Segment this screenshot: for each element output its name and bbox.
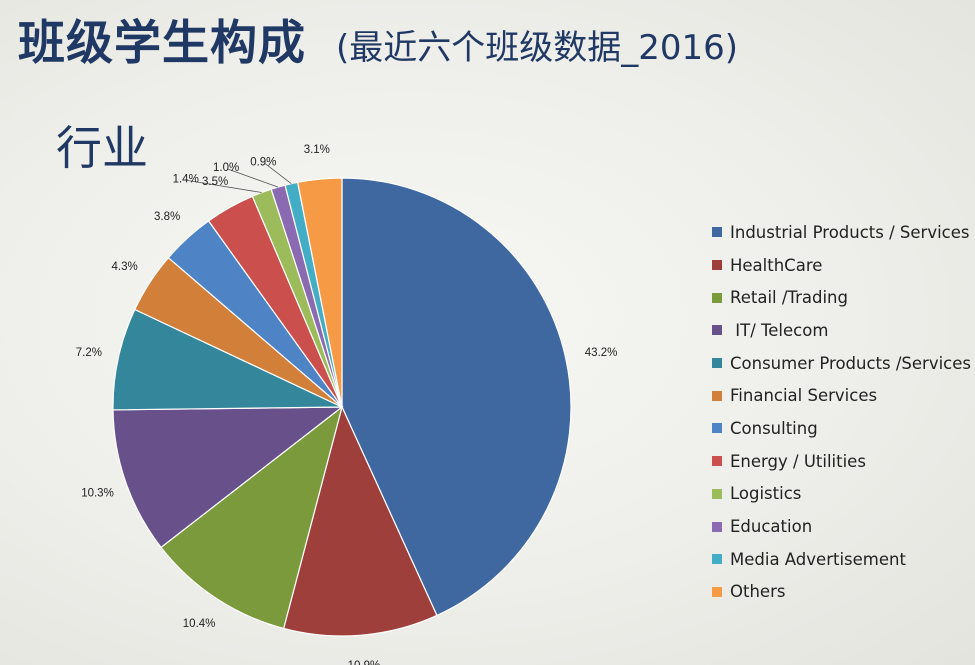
title-bar: 班级学生构成 (最近六个班级数据_2016)	[18, 4, 738, 74]
legend-swatch	[712, 521, 722, 532]
page-title: 班级学生构成	[18, 16, 306, 71]
legend-label: Media Advertisement	[730, 549, 906, 569]
legend-swatch	[712, 390, 722, 401]
data-label-industrial-products-services: 43.2%	[585, 347, 618, 359]
legend-swatch	[712, 456, 722, 467]
legend-item-energy-utilities: Energy / Utilities	[712, 445, 971, 478]
pie-slice-it-telecom	[112, 406, 344, 549]
legend-item-it-telecom: IT/ Telecom	[712, 314, 971, 347]
data-label-it-telecom: 10.3%	[81, 487, 114, 499]
pie-slice-industrial-products-services	[341, 177, 572, 617]
data-label-logistics: 1.4%	[173, 174, 199, 186]
data-label-consumer-products-services: 7.2%	[76, 347, 102, 359]
legend-swatch	[712, 586, 722, 597]
legend-swatch	[712, 292, 722, 303]
legend-label: Education	[730, 517, 813, 537]
legend-swatch	[712, 554, 722, 565]
leader-line	[265, 163, 292, 185]
legend-swatch	[712, 488, 722, 499]
legend-item-education: Education	[712, 510, 971, 543]
legend-item-healthcare: HealthCare	[712, 249, 971, 282]
legend-label: Others	[730, 582, 786, 602]
pie-slices	[112, 177, 572, 637]
pie-slice-retail-trading	[160, 405, 344, 630]
data-label-media-advertisement: 0.9%	[250, 157, 276, 169]
leader-line	[227, 168, 279, 188]
leader-line	[187, 180, 262, 193]
legend-item-consumer-products-services: Consumer Products /Services	[712, 347, 971, 380]
legend-label: Industrial Products / Services	[730, 222, 970, 242]
section-title: 行业	[56, 121, 148, 175]
legend-swatch	[712, 260, 722, 271]
data-label-consulting: 3.8%	[154, 211, 180, 223]
data-label-healthcare: 10.9%	[348, 660, 381, 665]
legend-label: Retail /Trading	[730, 288, 848, 308]
legend-item-financial-services: Financial Services	[712, 379, 971, 412]
legend-swatch	[712, 325, 722, 336]
legend-label: Logistics	[730, 484, 802, 504]
data-label-energy-utilities: 3.5%	[202, 176, 228, 188]
legend-item-logistics: Logistics	[712, 478, 971, 511]
legend-label: Consumer Products /Services	[730, 353, 972, 373]
pie-slice-others	[296, 177, 343, 408]
legend-swatch	[712, 423, 722, 434]
legend-label: HealthCare	[730, 255, 823, 275]
legend-swatch	[712, 358, 722, 369]
data-labels: 43.2% 10.9% 10.4% 10.3% 7.2% 4.3% 3.8% 3.5%1.4%…	[76, 144, 618, 665]
legend: Industrial Products / Services HealthCare…	[712, 216, 971, 608]
leader-lines	[187, 163, 292, 193]
data-label-education: 1.0%	[213, 162, 239, 174]
data-label-others: 3.1%	[304, 144, 330, 156]
legend-item-industrial-products-services: Industrial Products / Services	[712, 216, 971, 249]
legend-label: Consulting	[730, 418, 818, 438]
legend-label: Financial Services	[730, 386, 878, 406]
legend-item-media-advertisement: Media Advertisement	[712, 543, 971, 576]
data-label-retail-trading: 10.4%	[183, 618, 216, 630]
legend-swatch	[712, 227, 722, 238]
legend-label: Energy / Utilities	[730, 451, 866, 471]
pie-slice-healthcare	[282, 405, 438, 637]
pie-slice-consumer-products-services	[112, 308, 343, 411]
legend-item-consulting: Consulting	[712, 412, 971, 445]
legend-label: IT/ Telecom	[730, 320, 829, 340]
data-label-financial-services: 4.3%	[111, 261, 137, 273]
page-subtitle: (最近六个班级数据_2016)	[336, 28, 739, 68]
legend-item-retail-trading: Retail /Trading	[712, 281, 971, 314]
legend-item-others: Others	[712, 576, 971, 609]
